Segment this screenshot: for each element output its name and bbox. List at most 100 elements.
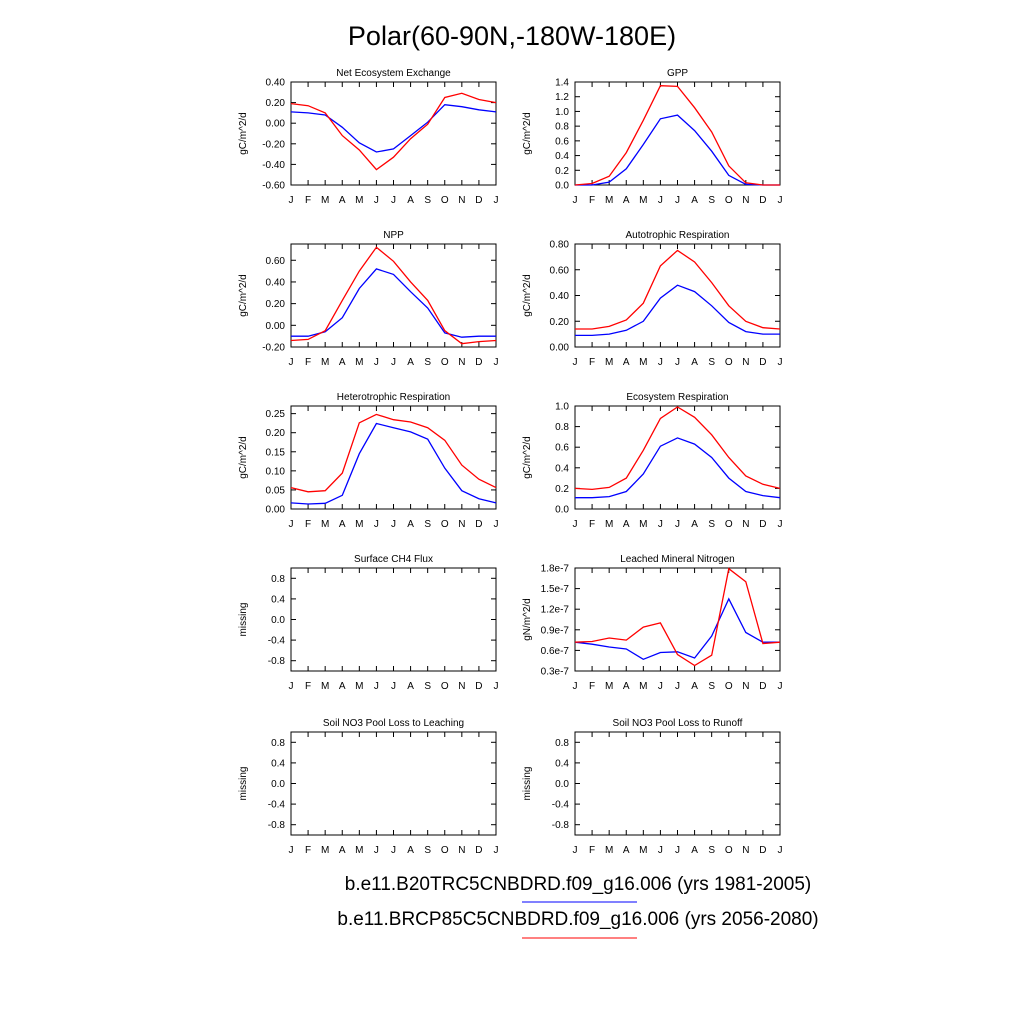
x-tick-label: O [725,845,733,856]
legend-label-1: b.e11.B20TRC5CNBDRD.f09_g16.006 (yrs 198… [345,874,811,895]
y-tick-label: 0.40 [266,78,286,89]
y-tick-label: -0.20 [262,139,285,150]
x-tick-label: O [725,195,733,206]
panel-title: NPP [383,230,404,241]
y-tick-label: 1.4 [555,78,569,89]
x-tick-label: O [441,845,449,856]
y-tick-label: -0.8 [552,820,570,831]
x-tick-label: A [623,681,630,692]
y-axis-label: gC/m^2/d [238,436,249,479]
series-line [574,406,781,491]
y-tick-label: 0.20 [266,299,286,310]
x-tick-label: O [725,681,733,692]
panel-title: Leached Mineral Nitrogen [620,554,735,565]
x-tick-label: J [374,519,379,530]
x-tick-label: M [355,681,363,692]
x-tick-label: N [742,681,749,692]
x-tick-label: D [759,519,766,530]
panels: Net Ecosystem ExchangegC/m^2/d-0.60-0.40… [238,68,783,856]
y-tick-label: 1.2 [555,92,569,103]
y-axis-label: missing [522,767,533,801]
y-axis-label: gC/m^2/d [522,112,533,155]
y-tick-label: 0.00 [266,321,286,332]
x-tick-label: J [573,681,578,692]
x-tick-label: N [742,357,749,368]
x-tick-label: N [458,195,465,206]
x-tick-label: A [407,519,414,530]
x-tick-label: J [391,357,396,368]
x-tick-label: O [441,357,449,368]
y-tick-label: 1.2e-7 [541,605,570,616]
x-tick-label: J [778,681,783,692]
x-tick-label: F [305,195,311,206]
y-tick-label: 1.0 [555,402,569,413]
y-tick-label: 0.40 [266,277,286,288]
y-axis-label: gC/m^2/d [522,436,533,479]
x-tick-label: M [639,845,647,856]
y-tick-label: -0.8 [268,820,286,831]
x-tick-label: J [494,681,499,692]
chart-panel: Autotrophic Respiration gC/m^2/d 0.00 0.20 0… [522,230,783,368]
x-tick-label: A [339,519,346,530]
x-tick-label: J [391,681,396,692]
x-tick-label: A [407,845,414,856]
x-tick-label: M [639,681,647,692]
x-tick-label: D [475,681,482,692]
y-tick-label: 0.0 [555,779,569,790]
x-tick-label: J [289,195,294,206]
x-tick-label: D [759,681,766,692]
legend: b.e11.B20TRC5CNBDRD.f09_g16.006 (yrs 198… [337,874,819,939]
series-line [574,567,781,667]
x-tick-label: J [573,519,578,530]
plot-frame [290,731,497,836]
x-tick-label: F [305,845,311,856]
x-tick-label: A [407,681,414,692]
series-line [290,413,497,493]
x-tick-label: A [623,845,630,856]
chart-panel: Soil NO3 Pool Loss to Runoff missing -0.8 -… [522,718,783,856]
x-tick-label: D [759,845,766,856]
x-tick-label: J [778,195,783,206]
x-tick-label: J [391,195,396,206]
panel-title: Soil NO3 Pool Loss to Leaching [323,718,464,729]
x-tick-label: A [691,195,698,206]
y-tick-label: -0.4 [268,800,286,811]
x-tick-label: J [675,357,680,368]
y-tick-label: 0.25 [266,409,286,420]
y-axis-label: missing [238,767,249,801]
x-tick-label: A [339,681,346,692]
chart-panel: Soil NO3 Pool Loss to Leaching missing -0.… [238,718,499,856]
y-tick-label: -0.40 [262,160,285,171]
series-line [575,284,780,337]
y-tick-label: 0.00 [266,119,286,130]
x-tick-label: M [321,519,329,530]
series-line [575,437,781,499]
x-tick-label: J [675,845,680,856]
legend-label-2: b.e11.BRCP85C5CNBDRD.f09_g16.006 (yrs 20… [337,909,818,930]
x-tick-label: D [475,357,482,368]
plot-frame [290,243,497,348]
y-tick-label: 0.3e-7 [541,667,570,678]
y-tick-label: 0.0 [271,615,285,626]
x-tick-label: M [321,195,329,206]
y-tick-label: -0.4 [268,636,286,647]
x-tick-label: J [391,845,396,856]
x-tick-label: A [623,357,630,368]
x-tick-label: J [573,195,578,206]
x-tick-label: A [623,195,630,206]
y-tick-label: 0.05 [266,485,286,496]
y-tick-label: 0.60 [266,256,286,267]
plot-frame [574,567,781,672]
x-tick-label: D [475,519,482,530]
y-tick-label: 0.6e-7 [541,646,570,657]
y-tick-label: 0.60 [550,265,570,276]
y-tick-label: 0.15 [266,447,286,458]
y-tick-label: 0.2 [555,166,569,177]
x-tick-label: M [605,845,613,856]
x-tick-label: J [374,195,379,206]
x-tick-label: M [605,519,613,530]
x-tick-label: J [494,845,499,856]
series-line [290,422,497,505]
